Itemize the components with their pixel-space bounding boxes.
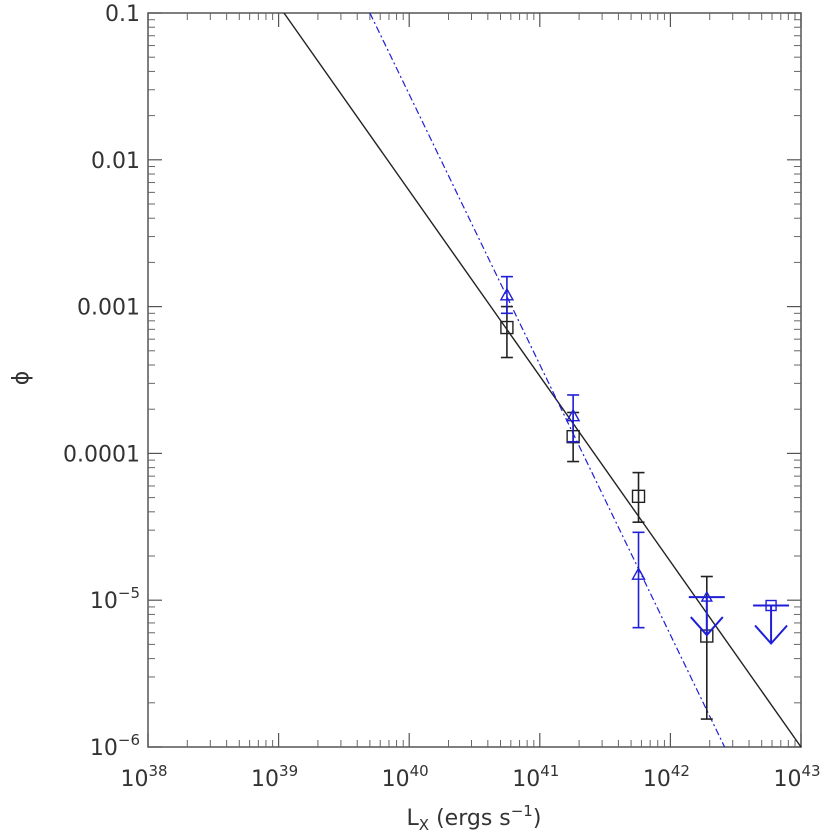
y-axis-title: ϕ	[9, 371, 34, 386]
x-tick-label: 1039	[251, 762, 298, 792]
x-tick-labels: 1038 1039 1040 1041 1042 1043	[120, 762, 820, 792]
fit-lines	[283, 12, 802, 748]
x-tick-label-base: 10	[120, 767, 148, 792]
y-tick-label-exp: −6	[118, 731, 140, 749]
y-tick-label: 10−5	[90, 584, 140, 614]
y-tick-label-exp: −5	[118, 584, 140, 602]
x-tick-label-base: 10	[643, 767, 671, 792]
y-tick-label: 0.1	[105, 2, 140, 27]
data-points	[499, 275, 790, 720]
y-tick-label: 0.01	[91, 149, 140, 174]
square-marker	[765, 599, 777, 612]
triangle-marker	[499, 287, 515, 301]
triangle-marker	[631, 566, 646, 580]
triangle-marker	[700, 590, 713, 602]
x-tick-label-exp: 42	[671, 762, 690, 780]
x-tick-label: 1038	[120, 762, 167, 792]
square-marker	[500, 320, 514, 335]
y-tick-label-base: 10	[90, 589, 118, 614]
x-axis-title-close: )	[533, 806, 542, 831]
y-tick-label: 0.001	[77, 296, 140, 321]
minor-ticks	[148, 13, 801, 747]
upper-limit-arrowhead	[754, 624, 788, 646]
upper-limit-arrowhead	[690, 616, 724, 637]
y-tick-label: 10−6	[90, 731, 140, 761]
major-ticks	[147, 12, 802, 748]
x-tick-label: 1043	[773, 762, 820, 792]
x-axis-title-sub: X	[419, 816, 429, 834]
x-tick-label: 1040	[382, 762, 429, 792]
x-tick-label-base: 10	[512, 767, 540, 792]
x-tick-label-base: 10	[773, 767, 801, 792]
x-tick-label-exp: 43	[801, 762, 820, 780]
y-tick-label-base: 10	[90, 736, 118, 761]
x-axis-title-base: L	[407, 806, 420, 831]
y-tick-label: 0.0001	[63, 442, 140, 467]
x-tick-label: 1042	[643, 762, 690, 792]
x-tick-label: 1041	[512, 762, 559, 792]
x-axis-title-sup: −1	[511, 802, 533, 820]
x-tick-label-base: 10	[251, 767, 279, 792]
x-tick-label-exp: 40	[410, 762, 429, 780]
triangle-marker	[565, 408, 581, 422]
x-tick-label-exp: 39	[279, 762, 298, 780]
x-tick-label-exp: 38	[148, 762, 167, 780]
x-tick-label-exp: 41	[540, 762, 559, 780]
x-axis-title-rest: (ergs s	[429, 806, 511, 831]
x-tick-label-base: 10	[382, 767, 410, 792]
plot-frame	[147, 12, 802, 748]
fit-line-solid	[283, 12, 802, 748]
fit-line-dash-dot	[369, 12, 726, 748]
square-marker	[631, 489, 646, 504]
x-axis-title: LX (ergs s−1)	[407, 802, 542, 834]
